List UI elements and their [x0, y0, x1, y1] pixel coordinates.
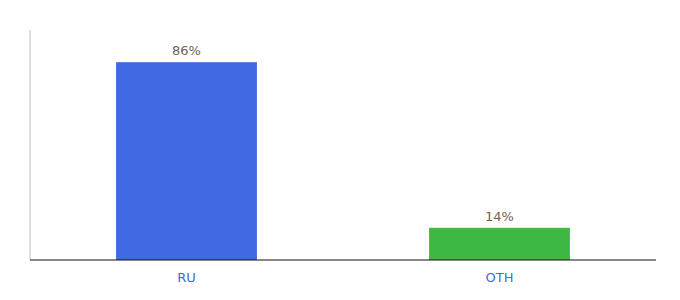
value-label: 14%	[485, 209, 514, 224]
chart-svg: 86% 14% RU OTH	[0, 0, 680, 300]
bar	[116, 62, 257, 260]
chart-container: 86% 14% RU OTH	[0, 0, 680, 300]
bars	[116, 62, 570, 260]
value-label: 86%	[172, 43, 201, 58]
x-axis-line	[30, 259, 656, 260]
x-tick-label: OTH	[486, 270, 514, 285]
x-tick-label: RU	[177, 270, 196, 285]
bar	[429, 228, 570, 260]
y-axis-line	[30, 30, 31, 260]
